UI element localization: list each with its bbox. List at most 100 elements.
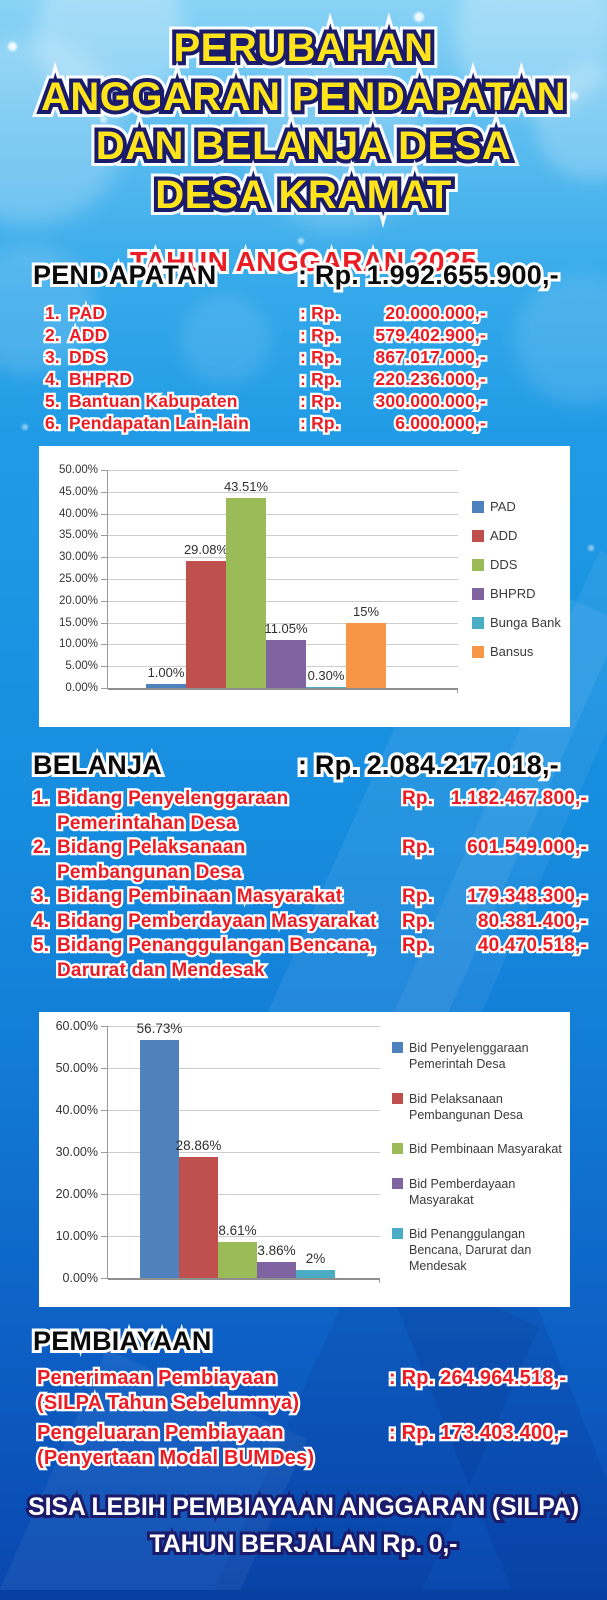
poster-title: PERUBAHAN ANGGARAN PENDAPATAN DAN BELANJ…	[0, 24, 607, 220]
item-number: 1.	[45, 302, 69, 324]
chart-bar	[179, 1156, 218, 1278]
y-axis-tick-label: 25.00%	[58, 573, 98, 585]
legend-color-swatch	[472, 646, 484, 658]
y-axis-tick-label: 10.00%	[55, 1229, 98, 1243]
list-item: 1. Bidang Penyelenggaraan Pemerintahan D…	[33, 787, 587, 836]
item-label: Pendapatan Lain-lain	[69, 412, 300, 434]
list-item: Pengeluaran Pembiayaan (Penyertaan Modal…	[37, 1421, 574, 1471]
item-number: 3.	[45, 346, 69, 368]
item-label: Bidang Penyelenggaraan	[57, 787, 402, 812]
legend-label: Bid Penyelenggaraan Pemerintah Desa	[409, 1041, 529, 1071]
y-axis-tick-label: 20.00%	[58, 594, 98, 607]
chart-bar	[346, 622, 386, 688]
pendapatan-heading: PENDAPATAN	[33, 260, 298, 291]
item-label: Bidang Pembinaan Masyarakat	[57, 885, 402, 910]
bar-group: 56.73% 28.86% 8.61% 3.86% 2%	[108, 1021, 380, 1278]
gridline	[108, 535, 458, 537]
axis-tick-mark	[101, 666, 108, 668]
item-number: 2.	[45, 324, 69, 346]
x-axis-line	[108, 688, 458, 690]
item-label-group: Bidang Pemberdayaan Masyarakat	[57, 910, 402, 935]
bar-data-label: 56.73%	[136, 1020, 183, 1036]
list-item: 4. BHPRD : Rp. 220.236.000,-	[45, 368, 486, 390]
y-axis-tick-label: 60.00%	[55, 1019, 98, 1033]
item-label: Bidang Penanggulangan Bencana,	[57, 934, 402, 959]
axis-tick-mark	[101, 1236, 108, 1237]
bar-slot: 1.00%	[146, 470, 186, 688]
gridline	[108, 1236, 380, 1237]
axis-tick-mark	[101, 557, 108, 559]
item-label: Bidang Pemberdayaan Masyarakat	[57, 910, 402, 935]
chart-bar	[218, 1241, 257, 1278]
item-label: Pengeluaran Pembiayaan	[37, 1421, 389, 1446]
item-value: 179.348.300,-	[447, 885, 587, 910]
legend-color-swatch	[472, 559, 484, 571]
item-value: 220.236.000,-	[362, 368, 486, 390]
gridline	[108, 470, 458, 471]
legend-item: Bansus	[472, 644, 564, 659]
legend-item: Bid Pembinaan Masyarakat	[392, 1141, 564, 1157]
list-item: 6. Pendapatan Lain-lain : Rp. 6.000.000,…	[45, 412, 486, 434]
gridline	[108, 622, 458, 624]
bar-data-label: 29.08%	[183, 542, 229, 558]
legend-item: PAD	[472, 499, 564, 514]
item-label: BHPRD	[69, 368, 300, 390]
silpa-footer: SISA LEBIH PEMBIAYAAN ANGGARAN (SILPA) T…	[0, 1489, 607, 1563]
bar-slot: 11.05%	[264, 470, 308, 688]
legend-label: ADD	[490, 528, 518, 543]
y-axis-tick-label: 50.00%	[55, 1061, 98, 1075]
legend-color-swatch	[392, 1177, 403, 1189]
pendapatan-chart-panel: 0.00% 5.00% 10.00% 15.00% 20.00% 25.00% 30.00%…	[39, 446, 570, 727]
axis-tick-mark	[101, 1152, 108, 1153]
bar-group: 1.00% 29.08% 43.51% 11.05% 0.30% 15%	[108, 470, 458, 688]
bar-data-label: 28.86%	[175, 1137, 222, 1153]
legend-item: Bid Penyelenggaraan Pemerintah Desa	[392, 1040, 564, 1072]
belanja-heading-row: BELANJA : Rp. 2.084.217.018,-	[33, 750, 577, 781]
chart-area: 0.00% 10.00% 20.00% 30.00% 40.00% 50.00% 60.00…	[47, 1019, 564, 1285]
legend-label: BHPRD	[490, 586, 536, 601]
legend-color-swatch	[392, 1228, 403, 1239]
chart-bar	[257, 1261, 296, 1278]
item-value: 300.000.000,-	[362, 390, 486, 412]
bar-slot: 29.08%	[183, 470, 229, 688]
gridline	[108, 557, 458, 559]
belanja-chart-panel: 0.00% 10.00% 20.00% 30.00% 40.00% 50.00% 60.00…	[39, 1012, 570, 1307]
axis-tick-mark	[101, 491, 108, 493]
item-rp: Rp.	[402, 885, 447, 910]
chart-plot-area: 56.73% 28.86% 8.61% 3.86% 2%	[101, 1021, 380, 1283]
gridline	[108, 491, 458, 493]
item-number: 1.	[33, 787, 57, 812]
item-rp: : Rp.	[300, 390, 362, 412]
y-axis-tick-label: 40.00%	[58, 507, 98, 520]
item-label: PAD	[69, 302, 300, 324]
list-item: 4. Bidang Pemberdayaan Masyarakat Rp. 80…	[33, 910, 587, 935]
list-item: 3. DDS : Rp. 867.017.000,-	[45, 346, 486, 368]
axis-tick-mark	[101, 513, 108, 515]
legend-color-swatch	[472, 501, 484, 513]
pembiayaan-heading: PEMBIAYAAN	[33, 1326, 577, 1357]
chart-area: 0.00% 5.00% 10.00% 15.00% 20.00% 25.00% 30.00%…	[47, 464, 564, 694]
bar-data-label: 11.05%	[264, 620, 308, 636]
x-axis-line	[108, 1278, 380, 1280]
bar-slot: 8.61%	[218, 1026, 257, 1278]
item-label: Penerimaan Pembiayaan	[37, 1366, 389, 1391]
chart-legend: PAD ADD DDS BHPRD Bunga Bank Bansus	[458, 470, 564, 688]
gridline	[108, 1068, 380, 1069]
gridline	[108, 579, 458, 580]
item-label: ADD	[69, 324, 300, 346]
axis-tick-mark	[101, 535, 108, 537]
axis-tick-mark	[101, 1026, 108, 1027]
item-label-line2: (Penyertaan Modal BUMDes)	[37, 1446, 389, 1471]
item-label-line2: Darurat dan Mendesak	[57, 959, 402, 984]
silpa-line-2: TAHUN BERJALAN Rp. 0,-	[0, 1526, 607, 1563]
item-label: Bidang Pelaksanaan	[57, 836, 402, 861]
gridline	[108, 600, 458, 602]
pendapatan-total: : Rp. 1.992.655.900,-	[298, 260, 577, 291]
item-number: 3.	[33, 885, 57, 910]
legend-color-swatch	[392, 1042, 403, 1053]
bar-data-label: 15%	[352, 603, 380, 619]
list-item: Penerimaan Pembiayaan (SILPA Tahun Sebel…	[37, 1366, 574, 1416]
item-rp: : Rp.	[300, 412, 362, 434]
item-number: 4.	[45, 368, 69, 390]
legend-label: Bid Pelaksanaan Pembangunan Desa	[409, 1091, 523, 1122]
